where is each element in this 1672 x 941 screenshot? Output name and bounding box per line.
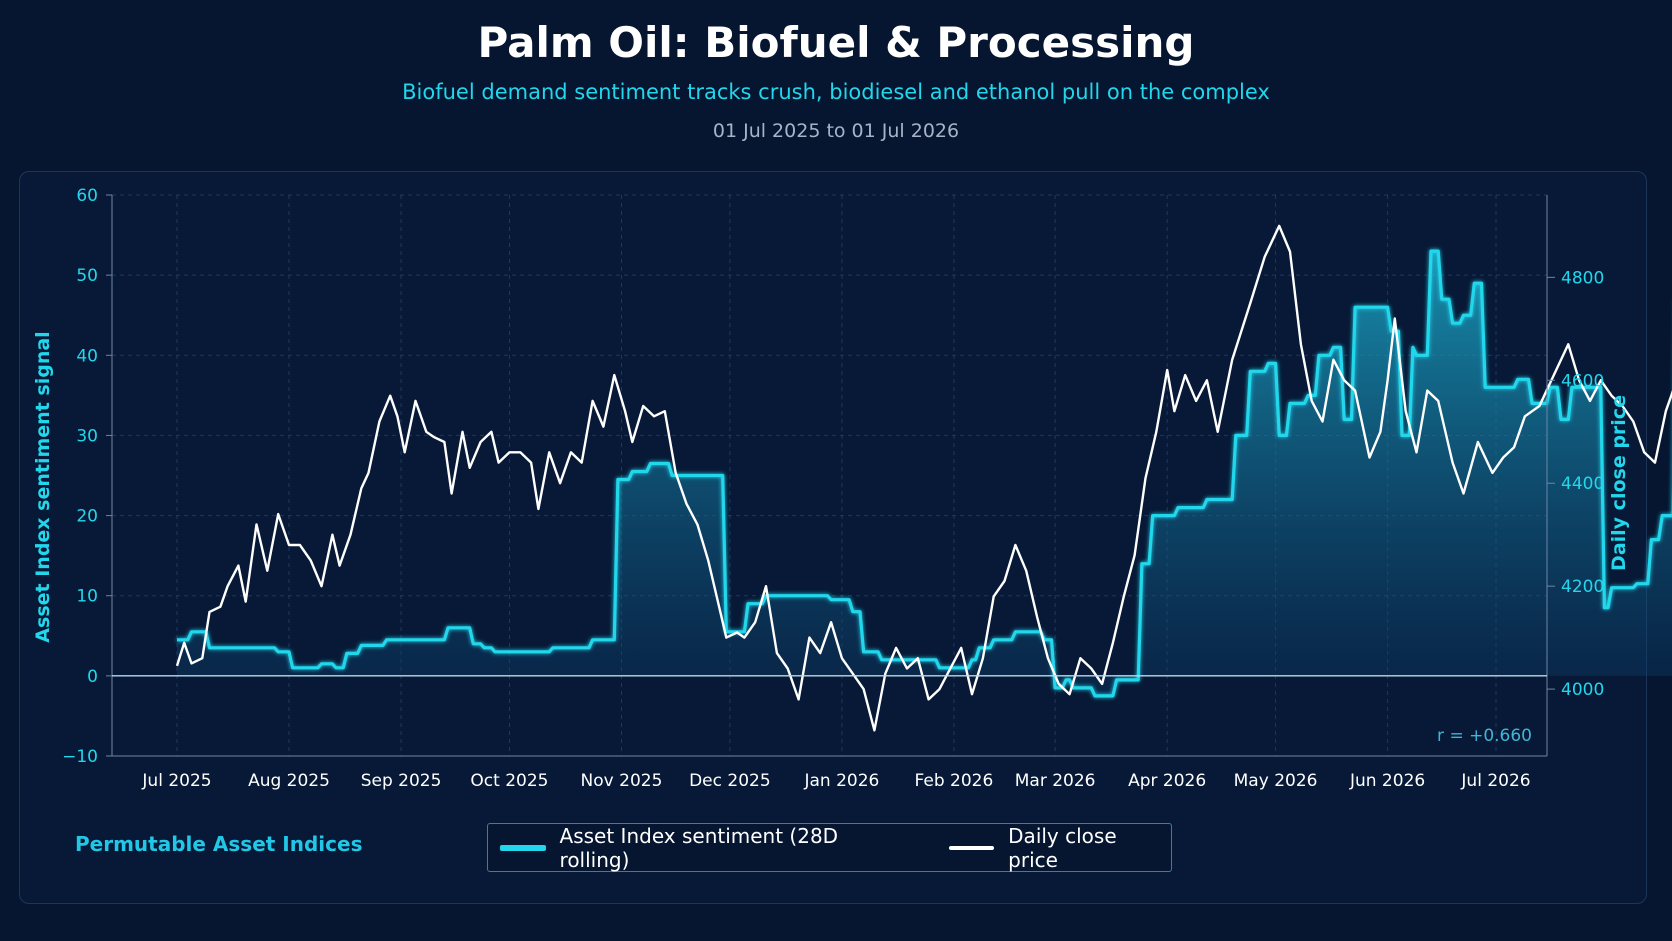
chart-title: Palm Oil: Biofuel & Processing	[477, 18, 1195, 67]
series-lines	[175, 224, 1672, 732]
correlation-annotation: r = +0.660	[1437, 726, 1532, 746]
x-tick-label: Nov 2025	[581, 771, 663, 791]
chart-subtitle: Biofuel demand sentiment tracks crush, b…	[402, 80, 1270, 104]
y-tick-label-right: 4200	[1561, 577, 1604, 597]
legend: Asset Index sentiment (28D rolling) Dail…	[487, 823, 1172, 872]
y-tick-label-right: 4600	[1561, 371, 1604, 391]
sentiment-area	[177, 251, 1672, 696]
x-tick-label: May 2026	[1234, 771, 1318, 791]
legend-item-sentiment: Asset Index sentiment (28D rolling)	[500, 824, 911, 872]
y-tick-label-right: 4400	[1561, 474, 1604, 494]
y-tick-label-right: 4000	[1561, 680, 1604, 700]
y-tick-label-left: 10	[76, 587, 98, 607]
x-tick-label: Jun 2026	[1349, 771, 1425, 791]
y-axis-right-label: Daily close price	[1608, 395, 1630, 571]
x-tick-label: Feb 2026	[915, 771, 994, 791]
x-tick-label: Jul 2025	[141, 771, 211, 791]
x-tick-label: Dec 2025	[689, 771, 771, 791]
legend-swatch-sentiment	[500, 844, 546, 851]
legend-item-price: Daily close price	[948, 823, 1171, 872]
y-tick-label-left: 20	[76, 507, 98, 527]
legend-label-price: Daily close price	[1008, 823, 1117, 872]
date-range: 01 Jul 2025 to 01 Jul 2026	[712, 120, 960, 142]
brand-label: Permutable Asset Indices	[75, 832, 363, 856]
y-tick-label-left: 30	[76, 426, 98, 446]
axes	[106, 194, 1555, 757]
sentiment-line	[177, 249, 1672, 698]
x-tick-label: Jan 2026	[803, 771, 879, 791]
y-tick-label-right: 4800	[1561, 268, 1604, 288]
legend-label-sentiment: Asset Index sentiment (28D rolling)	[559, 823, 839, 872]
x-tick-label: Oct 2025	[470, 771, 548, 791]
sentiment-area-fill	[177, 251, 1672, 696]
y-tick-label-left: 50	[76, 266, 98, 286]
x-tick-label: Apr 2026	[1128, 771, 1206, 791]
y-axis-left-label: Asset Index sentiment signal	[32, 331, 54, 642]
x-tick-label: Mar 2026	[1015, 771, 1096, 791]
x-tick-label: Jul 2026	[1460, 771, 1530, 791]
x-tick-label: Aug 2025	[248, 771, 330, 791]
y-tick-label-left: −10	[62, 747, 98, 767]
legend-swatch-price	[948, 845, 995, 850]
price-line	[175, 224, 1672, 732]
x-tick-label: Sep 2025	[361, 771, 442, 791]
y-tick-label-left: 0	[87, 667, 98, 687]
tick-labels: Jul 2025 Aug 2025 Sep 2025 Oct 2025 Nov 2025…	[62, 186, 1604, 791]
y-tick-label-left: 40	[76, 346, 98, 366]
y-tick-label-left: 60	[76, 186, 98, 206]
